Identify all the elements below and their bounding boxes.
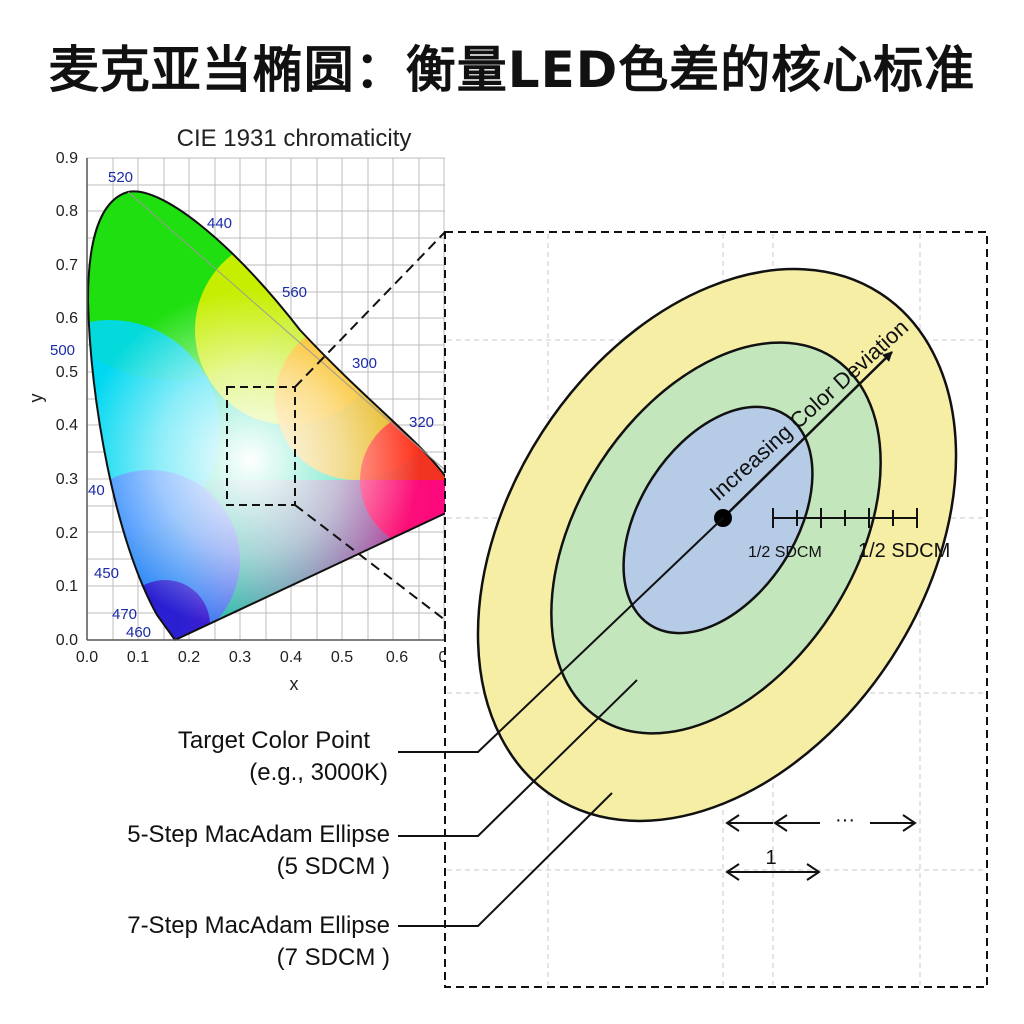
x-tick-label: 0.2	[178, 649, 200, 666]
y-tick-label: 0.8	[56, 203, 78, 220]
y-tick-label: 0.2	[56, 525, 78, 542]
wavelength-label: 470	[112, 606, 137, 623]
x-tick-label: 0.0	[76, 649, 98, 666]
unit-arrow	[725, 863, 821, 881]
y-tick-label: 0.9	[56, 150, 78, 167]
y-tick-label: 0.1	[56, 578, 78, 595]
y-axis-label: y	[26, 394, 46, 403]
x-axis-label: x	[290, 674, 299, 694]
step-ellipsis: ···	[835, 809, 855, 831]
y-tick-label: 0.4	[56, 417, 78, 434]
page-title: 麦克亚当椭圆：衡量LED色差的核心标准	[48, 41, 976, 99]
sdcm-scale-ticks	[772, 508, 918, 528]
x-tick-label: 0.3	[229, 649, 251, 666]
detail-grid	[447, 234, 985, 985]
half-sdcm-label-inner: 1/2 SDCM	[748, 544, 822, 561]
wavelength-label: 440	[207, 215, 232, 232]
five-step-callout-subtitle: (5 SDCM )	[277, 853, 390, 880]
purple-line	[174, 511, 449, 641]
y-tick-label: 0.0	[56, 632, 78, 649]
x-tick-label: 0.6	[386, 649, 408, 666]
spectral-locus-outline	[86, 190, 449, 641]
wavelength-label: 450	[94, 565, 119, 582]
wavelength-label: 460	[126, 624, 151, 641]
seven-step-callout-subtitle: (7 SDCM )	[277, 944, 390, 971]
x-tick-label: 0	[439, 649, 448, 666]
half-sdcm-label-outer: 1/2 SDCM	[858, 540, 950, 562]
wavelength-label: 300	[352, 355, 377, 372]
y-tick-label: 0.6	[56, 310, 78, 327]
y-tick-label: 0.7	[56, 257, 78, 274]
diagonal-guide	[127, 191, 446, 471]
wavelength-label: 520	[108, 169, 133, 186]
deviation-arrow	[722, 351, 893, 519]
y-tick-label: 0.3	[56, 471, 78, 488]
x-tick-label: 0.4	[280, 649, 302, 666]
x-tick-label: 0.5	[331, 649, 353, 666]
target-callout-subtitle: (e.g., 3000K)	[249, 759, 388, 786]
cie-chart-title: CIE 1931 chromaticity	[177, 125, 412, 152]
leader-lines	[398, 517, 724, 927]
x-tick-label: 0.1	[127, 649, 149, 666]
zoom-region-box	[226, 386, 296, 506]
five-step-callout-title: 5-Step MacAdam Ellipse	[127, 821, 390, 848]
target-callout-title: Target Color Point	[178, 727, 370, 754]
wavelength-label: 320	[409, 414, 434, 431]
unit-label: 1	[765, 847, 776, 869]
seven-step-callout-title: 7-Step MacAdam Ellipse	[127, 912, 390, 939]
wavelength-label: 40	[88, 482, 105, 499]
wavelength-label: 500	[50, 342, 75, 359]
wavelength-label: 560	[282, 284, 307, 301]
y-tick-label: 0.5	[56, 364, 78, 381]
step-arrows	[725, 814, 917, 832]
zoom-connector-top	[294, 231, 446, 388]
